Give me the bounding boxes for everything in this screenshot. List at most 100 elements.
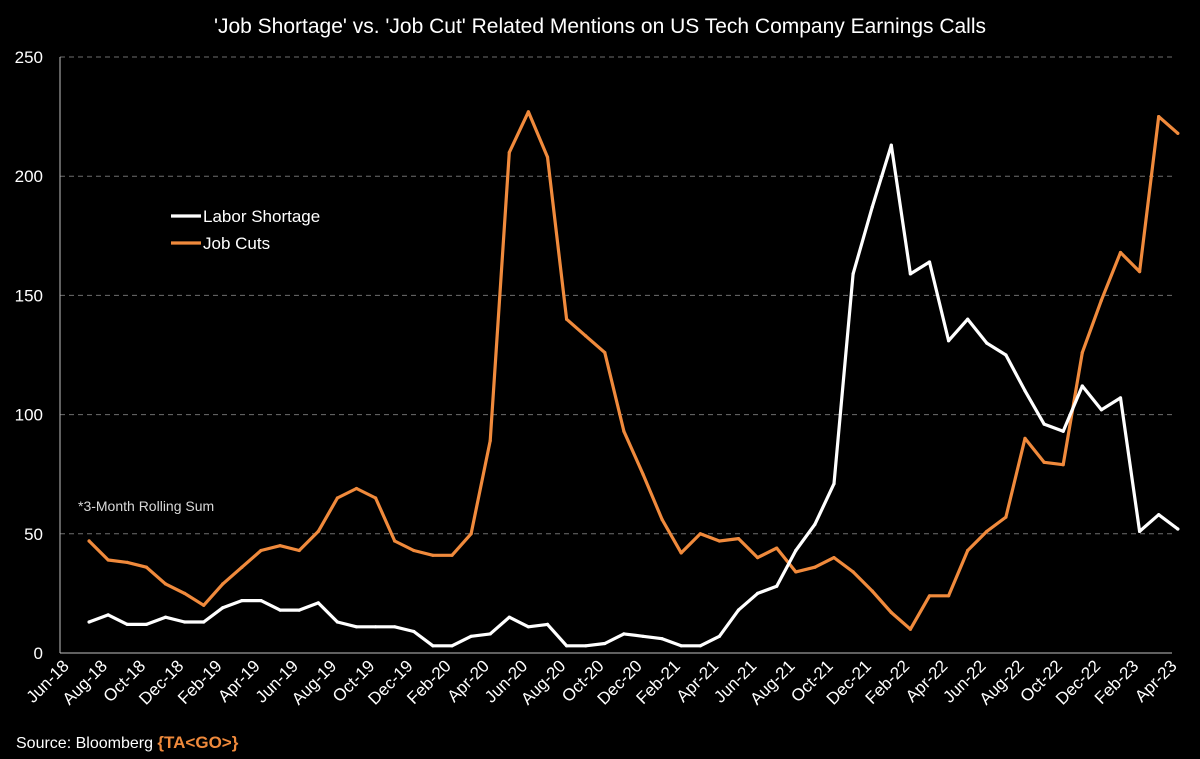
data-point	[1176, 131, 1180, 135]
x-tick-label: Feb-22	[862, 656, 914, 708]
data-point	[889, 143, 893, 147]
data-point	[240, 565, 244, 569]
data-point	[832, 556, 836, 560]
data-point	[412, 629, 416, 634]
data-point	[698, 532, 702, 536]
legend-label: Labor Shortage	[203, 207, 320, 226]
data-point	[717, 539, 722, 543]
data-point	[526, 110, 531, 114]
data-point	[660, 517, 664, 522]
data-point	[736, 608, 741, 612]
data-point	[1118, 396, 1123, 400]
x-tick-label: Feb-19	[174, 656, 226, 708]
chart-title: 'Job Shortage' vs. 'Job Cut' Related Men…	[214, 15, 986, 38]
data-point	[1023, 436, 1027, 440]
data-point	[966, 317, 970, 321]
data-point	[374, 496, 378, 500]
data-point	[316, 529, 320, 534]
y-axis: 0 50 100 150 200 250	[15, 48, 61, 663]
data-point	[1004, 515, 1008, 519]
data-point	[1061, 463, 1065, 467]
data-point	[221, 582, 225, 586]
data-point	[908, 627, 913, 631]
data-point	[1138, 529, 1142, 534]
x-tick-label: Feb-23	[1091, 656, 1143, 708]
data-point	[851, 272, 855, 276]
data-point	[985, 529, 989, 534]
data-point	[507, 615, 511, 619]
source-label: Source: Bloomberg	[16, 735, 153, 752]
data-point	[374, 625, 378, 629]
data-point	[641, 634, 645, 638]
data-point	[679, 644, 683, 648]
data-point	[163, 615, 168, 619]
data-point	[1176, 527, 1180, 531]
data-point	[966, 548, 970, 553]
data-point	[832, 482, 836, 486]
data-point	[202, 603, 206, 607]
data-point	[240, 599, 244, 603]
data-point	[584, 334, 588, 338]
data-point	[794, 570, 798, 574]
data-point	[870, 205, 874, 209]
x-tick-label: Apr-23	[1131, 656, 1181, 706]
data-point	[431, 553, 435, 557]
data-point	[736, 537, 741, 541]
gridlines	[60, 56, 1172, 535]
data-point	[813, 522, 817, 526]
data-point	[870, 589, 874, 593]
data-point	[1138, 270, 1142, 274]
y-tick-label: 150	[15, 286, 43, 305]
data-point	[794, 548, 798, 553]
data-point	[1118, 250, 1123, 255]
data-point	[756, 591, 760, 596]
data-point	[431, 644, 435, 648]
data-point	[507, 150, 511, 154]
y-tick-label: 200	[15, 167, 43, 186]
data-point	[545, 155, 550, 159]
data-point	[316, 601, 320, 605]
data-point	[1061, 429, 1065, 433]
legend: Labor Shortage Job Cuts	[171, 207, 320, 253]
data-point	[1099, 298, 1103, 302]
data-point	[354, 625, 359, 629]
data-point	[985, 341, 989, 345]
data-point	[947, 594, 951, 598]
data-point	[927, 260, 932, 264]
data-point	[469, 532, 473, 536]
data-point	[1042, 460, 1046, 464]
data-point	[183, 591, 187, 596]
data-point	[488, 439, 492, 443]
data-point	[221, 606, 225, 610]
data-point	[202, 620, 206, 624]
data-point	[660, 637, 664, 641]
data-point	[622, 429, 626, 433]
data-point	[1157, 115, 1161, 119]
source-footer: Source: Bloomberg {TA<GO>}	[16, 733, 238, 753]
data-point	[584, 644, 588, 648]
data-point	[622, 632, 626, 636]
data-point	[450, 553, 454, 557]
data-point	[297, 548, 301, 553]
data-point	[1042, 422, 1046, 426]
data-point	[641, 472, 645, 476]
data-point	[775, 584, 779, 588]
x-tick-label: Feb-21	[632, 656, 684, 708]
data-point	[450, 644, 454, 648]
data-point	[125, 622, 129, 627]
data-point	[603, 351, 607, 355]
data-point	[106, 613, 110, 617]
data-point	[603, 641, 607, 646]
data-point	[1080, 384, 1084, 388]
data-point	[297, 608, 301, 612]
data-point	[144, 565, 148, 569]
data-point	[1099, 408, 1103, 412]
series-line-labor-shortage	[87, 143, 1180, 648]
data-point	[679, 551, 683, 555]
legend-label: Job Cuts	[203, 234, 270, 253]
data-point	[393, 625, 397, 629]
data-point	[278, 608, 282, 612]
data-point	[565, 644, 569, 648]
x-axis: Jun-18Aug-18Oct-18Dec-18Feb-19Apr-19Jun-…	[23, 652, 1181, 709]
